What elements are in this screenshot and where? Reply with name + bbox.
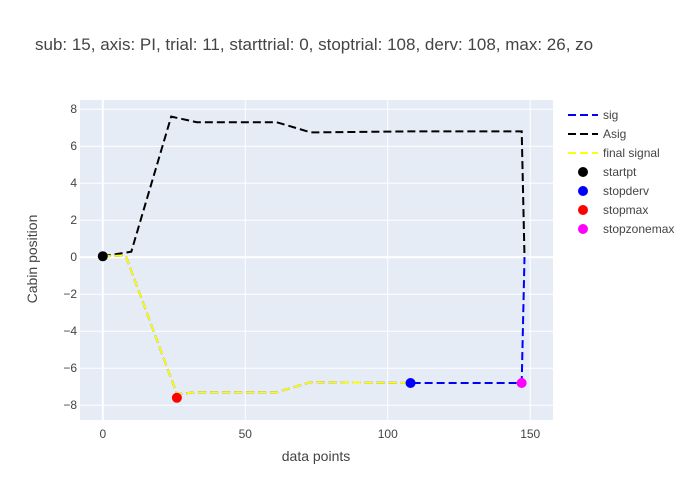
legend-item-final-signal[interactable]: final signal <box>568 146 660 160</box>
y-tick-label: 6 <box>70 139 77 153</box>
legend-item-stopmax[interactable]: stopmax <box>578 203 648 217</box>
legend-label: stopzonemax <box>603 222 674 236</box>
legend[interactable]: sig Asig final signal startpt stopderv stopma… <box>568 108 674 236</box>
legend-swatch <box>578 224 588 234</box>
legend-label: final signal <box>603 146 660 160</box>
gridlines <box>80 100 553 420</box>
y-tick-label: −4 <box>63 324 77 338</box>
legend-item-startpt[interactable]: startpt <box>578 165 637 179</box>
marker-stopzonemax <box>516 378 527 389</box>
x-axis-title: data points <box>282 448 351 464</box>
legend-item-stopderv[interactable]: stopderv <box>578 184 649 198</box>
y-tick-label: −8 <box>63 398 77 412</box>
series-line-asig <box>102 115 526 258</box>
tick-labels: 0 50 100 150 −8 −6 −4 −2 0 2 4 6 8 <box>63 102 540 441</box>
x-tick-label: 0 <box>99 427 106 441</box>
marker-stopmax <box>171 392 182 403</box>
x-tick-label: 100 <box>378 427 398 441</box>
series-line-final-signal <box>102 254 411 396</box>
legend-item-stopzonemax[interactable]: stopzonemax <box>578 222 674 236</box>
marker-stopderv <box>405 378 416 389</box>
legend-label: stopmax <box>603 203 648 217</box>
y-tick-label: 4 <box>70 176 77 190</box>
x-tick-label: 150 <box>520 427 540 441</box>
y-tick-label: 8 <box>70 102 77 116</box>
x-tick-label: 50 <box>239 427 253 441</box>
y-tick-label: 0 <box>70 250 77 264</box>
y-tick-label: 2 <box>70 213 77 227</box>
legend-item-asig[interactable]: Asig <box>568 127 626 141</box>
legend-swatch <box>578 167 588 177</box>
legend-swatch <box>578 205 588 215</box>
y-tick-label: −6 <box>63 361 77 375</box>
legend-swatch <box>578 186 588 196</box>
y-tick-label: −2 <box>63 287 77 301</box>
chart-title: sub: 15, axis: PI, trial: 11, starttrial… <box>35 35 593 54</box>
legend-label: startpt <box>603 165 637 179</box>
marker-startpt <box>97 251 108 262</box>
legend-label: sig <box>603 108 618 122</box>
legend-label: stopderv <box>603 184 649 198</box>
legend-label: Asig <box>603 127 626 141</box>
series-layer <box>97 115 527 403</box>
y-axis-title: Cabin position <box>24 215 40 304</box>
legend-item-sig[interactable]: sig <box>568 108 618 122</box>
plot-area <box>80 100 553 420</box>
